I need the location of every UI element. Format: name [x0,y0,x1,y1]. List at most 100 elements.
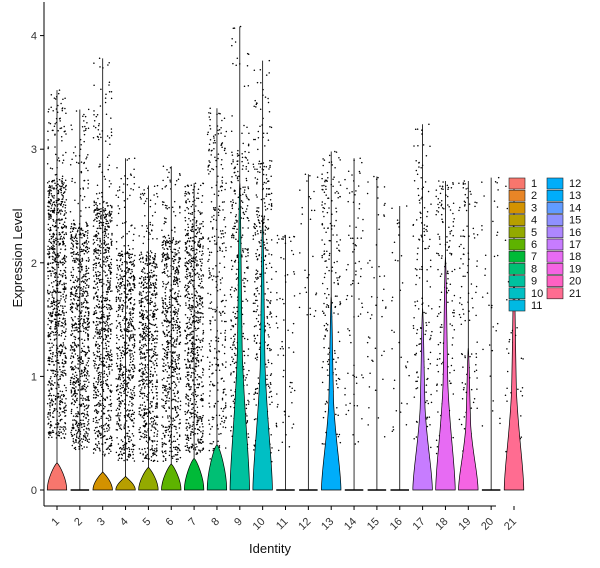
category-10 [252,60,273,491]
legend-swatch-14 [546,202,564,214]
legend-item-6: 6 [508,238,537,251]
x-tick-label-20: 20 [479,516,496,533]
x-tick-label-21: 21 [502,516,519,533]
legend-label-8: 8 [531,263,537,275]
x-tick-label-12: 12 [296,516,313,533]
legend-swatch-20 [546,275,564,287]
legend-swatch-9 [508,275,526,287]
points-7 [184,182,205,455]
legend-item-5: 5 [508,226,537,239]
violin-6 [161,463,182,491]
x-tick-label-1: 1 [49,516,62,529]
x-tick-label-19: 19 [456,516,473,533]
y-ticks: 0 1 2 3 4 [31,31,44,497]
x-tick-label-17: 17 [411,516,428,533]
x-tick-label-16: 16 [388,516,405,533]
legend-swatch-8 [508,263,526,275]
legend-item-11: 11 [508,299,542,312]
legend-item-8: 8 [508,263,537,275]
legend-swatch-1 [508,177,526,190]
x-tick-label-8: 8 [209,516,222,529]
legend-label-1: 1 [531,178,537,190]
points-16 [391,205,410,433]
legend-label-14: 14 [569,202,581,214]
category-7 [183,183,205,491]
x-axis-title: Identity [249,541,291,556]
legend-item-20: 20 [546,275,581,288]
legend-swatch-2 [508,189,526,202]
legend-label-6: 6 [531,239,537,251]
legend-label-21: 21 [569,288,581,300]
legend-swatch-12 [546,177,564,190]
legend-label-12: 12 [569,178,581,190]
category-20 [481,177,501,491]
legend-item-3: 3 [508,202,537,214]
legend-item-2: 2 [508,189,537,202]
category-15 [367,176,387,491]
legend-swatch-18 [546,250,564,263]
legend-swatch-4 [508,214,526,226]
category-3 [92,58,113,491]
violin-7 [183,457,205,491]
x-tick-label-4: 4 [118,516,131,529]
x-tick-label-9: 9 [232,516,245,529]
violin-3 [92,471,113,491]
legend-label-16: 16 [569,227,581,239]
legend-swatch-15 [546,214,564,226]
y-tick-label-1: 1 [31,371,37,383]
legend-item-4: 4 [508,214,537,227]
points-layer [46,25,524,468]
legend-label-2: 2 [531,190,537,202]
category-8 [206,108,228,491]
x-tick-label-7: 7 [186,516,199,529]
legend-swatch-3 [508,202,526,214]
legend-item-9: 9 [508,275,537,288]
points-5 [138,184,159,463]
legend-item-14: 14 [546,202,581,214]
legend-label-20: 20 [569,276,581,288]
x-tick-label-2: 2 [72,516,85,529]
legend-swatch-7 [508,250,526,263]
y-axis-title: Expression Level [10,208,25,307]
y-tick-label-0: 0 [31,485,37,497]
legend-swatch-21 [546,287,564,300]
points-11 [275,234,296,452]
category-12 [299,174,318,491]
violin-13 [321,296,342,491]
points-6 [161,165,182,463]
legend-swatch-10 [508,287,526,300]
violin-5 [138,466,159,491]
legend-item-13: 13 [546,189,581,202]
category-6 [161,166,182,491]
violin-4 [115,475,136,491]
violin-19 [458,347,479,491]
legend-item-17: 17 [546,238,581,251]
x-tick-label-13: 13 [319,516,336,533]
legend-swatch-5 [508,226,526,239]
points-4 [115,157,136,462]
violin-10 [252,217,273,491]
points-1 [46,89,68,439]
legend-swatch-17 [546,238,564,251]
legend-item-21: 21 [546,287,581,300]
points-12 [298,173,319,318]
x-tick-label-6: 6 [164,516,177,529]
category-9 [229,26,250,491]
legend-label-11: 11 [531,300,542,312]
x-tick-label-11: 11 [274,516,291,533]
legend-item-7: 7 [508,250,537,263]
legend-label-19: 19 [569,263,581,275]
y-tick-label-2: 2 [31,258,37,270]
legend-label-17: 17 [569,239,581,251]
category-19 [458,181,479,491]
violin-9 [229,183,250,491]
y-tick-label-3: 3 [31,144,37,156]
legend-label-10: 10 [531,288,543,300]
category-18 [435,181,456,491]
x-tick-label-10: 10 [251,516,268,533]
x-tick-label-15: 15 [365,516,382,533]
x-ticks: 1 2 3 4 5 6 7 8 9 10 11 12 13 14 15 16 17 18 19 20 21 [49,506,519,533]
category-16 [390,206,410,491]
violins-layer [46,26,525,491]
